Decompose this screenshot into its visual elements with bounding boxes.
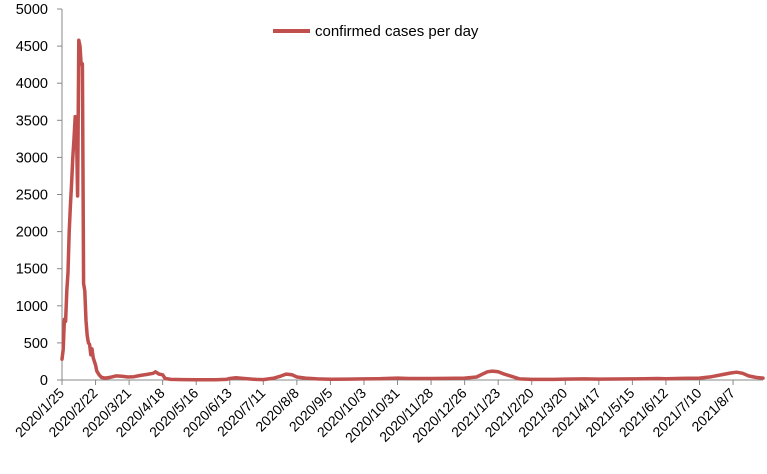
y-tick-label: 4000 [16,76,48,92]
y-tick-label: 4500 [16,39,48,55]
y-tick-label: 3000 [16,150,48,166]
y-tick-label: 3500 [16,113,48,129]
series-line-confirmed-cases [60,38,765,382]
x-axis-ticks: 2020/1/252020/2/222020/3/212020/4/182020… [12,380,738,446]
y-tick-label: 5000 [16,2,48,18]
y-tick-label: 2500 [16,188,48,204]
legend: confirmed cases per day [273,23,479,40]
legend-label: confirmed cases per day [315,23,479,40]
y-tick-label: 1500 [16,262,48,278]
y-tick-label: 500 [24,336,48,352]
y-tick-label: 2000 [16,225,48,241]
y-axis-ticks: 0 500 1000 1500 2000 2500 3000 3500 4000 4500 5000 [16,2,62,389]
y-tick-label: 0 [40,373,48,389]
y-tick-label: 1000 [16,299,48,315]
